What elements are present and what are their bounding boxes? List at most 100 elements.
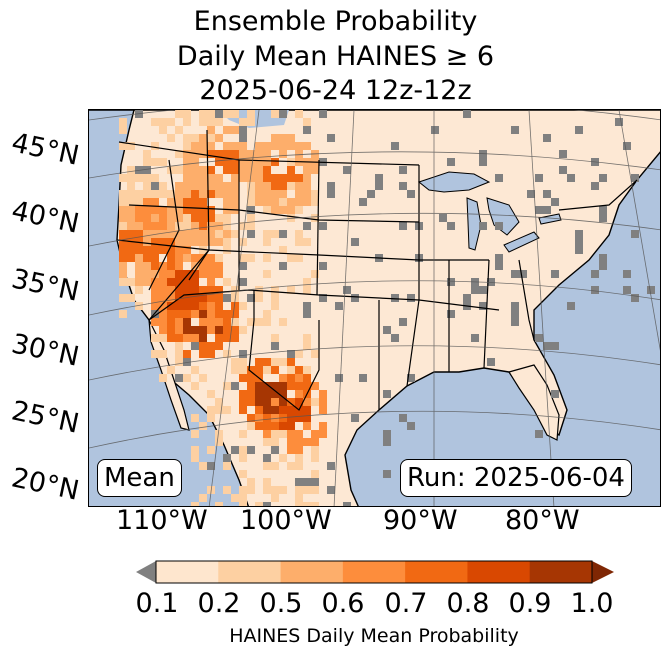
probability-cell xyxy=(183,334,191,342)
probability-cell xyxy=(119,214,127,222)
probability-cell xyxy=(191,430,199,438)
probability-cell xyxy=(223,278,231,286)
probability-cell xyxy=(207,110,215,118)
probability-cell xyxy=(191,502,199,506)
probability-cell xyxy=(135,190,143,198)
probability-cell xyxy=(279,398,287,406)
probability-cell xyxy=(287,414,295,422)
probability-cell xyxy=(271,390,279,398)
lat-label-30: 30°N xyxy=(8,328,82,373)
probability-cell xyxy=(303,334,311,342)
probability-cell xyxy=(151,118,159,126)
probability-cell xyxy=(287,254,295,262)
probability-cell xyxy=(207,406,215,414)
probability-cell xyxy=(159,190,167,198)
probability-cell xyxy=(223,182,231,190)
no-data-cell xyxy=(239,134,247,142)
probability-cell xyxy=(199,238,207,246)
probability-cell xyxy=(175,318,183,326)
probability-cell xyxy=(279,318,287,326)
probability-cell xyxy=(279,174,287,182)
probability-cell xyxy=(247,390,255,398)
no-data-cell xyxy=(575,238,583,246)
probability-cell xyxy=(151,198,159,206)
probability-cell xyxy=(223,310,231,318)
probability-cell xyxy=(119,270,127,278)
no-data-cell xyxy=(279,110,287,118)
no-data-cell xyxy=(279,230,287,238)
no-data-cell xyxy=(327,134,335,142)
probability-cell xyxy=(191,254,199,262)
probability-cell xyxy=(199,494,207,502)
probability-cell xyxy=(207,318,215,326)
no-data-cell xyxy=(599,262,607,270)
colorbar-segment xyxy=(529,561,593,583)
probability-cell xyxy=(223,326,231,334)
probability-cell xyxy=(143,262,151,270)
probability-cell xyxy=(175,182,183,190)
probability-cell xyxy=(271,206,279,214)
probability-cell xyxy=(207,326,215,334)
probability-cell xyxy=(151,158,159,166)
probability-cell xyxy=(175,350,183,358)
probability-cell xyxy=(303,422,311,430)
colorbar-label: HAINES Daily Mean Probability xyxy=(229,625,519,647)
probability-cell xyxy=(215,310,223,318)
probability-cell xyxy=(135,254,143,262)
probability-cell xyxy=(247,398,255,406)
probability-cell xyxy=(127,174,135,182)
probability-cell xyxy=(167,262,175,270)
no-data-cell xyxy=(399,318,407,326)
probability-cell xyxy=(263,198,271,206)
probability-cell xyxy=(239,326,247,334)
probability-cell xyxy=(303,238,311,246)
probability-cell xyxy=(167,246,175,254)
probability-cell xyxy=(183,278,191,286)
no-data-cell xyxy=(247,446,255,454)
probability-cell xyxy=(239,238,247,246)
probability-cell xyxy=(175,334,183,342)
probability-cell xyxy=(127,214,135,222)
state-borders xyxy=(116,129,638,411)
probability-cell xyxy=(215,398,223,406)
probability-cell xyxy=(303,174,311,182)
probability-cell xyxy=(223,190,231,198)
lake-michigan xyxy=(466,197,482,251)
probability-cell xyxy=(207,206,215,214)
probability-cell xyxy=(223,198,231,206)
probability-cell xyxy=(167,310,175,318)
probability-cell xyxy=(263,142,271,150)
probability-cell xyxy=(159,334,167,342)
probability-cell xyxy=(239,142,247,150)
probability-cell xyxy=(279,206,287,214)
probability-cell xyxy=(167,286,175,294)
title-line-2: Daily Mean HAINES ≥ 6 xyxy=(176,41,495,72)
probability-cell xyxy=(303,398,311,406)
probability-cell xyxy=(207,134,215,142)
probability-cell xyxy=(127,142,135,150)
probability-cell xyxy=(159,118,167,126)
probability-cell xyxy=(287,134,295,142)
probability-cell xyxy=(167,302,175,310)
probability-cell xyxy=(239,158,247,166)
probability-cell xyxy=(295,374,303,382)
probability-cell xyxy=(119,254,127,262)
probability-cell xyxy=(271,430,279,438)
probability-cell xyxy=(239,302,247,310)
no-data-cell xyxy=(543,206,551,214)
no-data-cell xyxy=(535,174,543,182)
probability-cell xyxy=(303,198,311,206)
probability-cell xyxy=(159,302,167,310)
probability-cell xyxy=(159,350,167,358)
probability-cell xyxy=(223,318,231,326)
probability-cell xyxy=(303,374,311,382)
no-data-cell xyxy=(567,174,575,182)
probability-cell xyxy=(159,182,167,190)
probability-cell xyxy=(303,414,311,422)
probability-cell xyxy=(119,310,127,318)
probability-cell xyxy=(239,222,247,230)
probability-cell xyxy=(127,206,135,214)
probability-cell xyxy=(175,126,183,134)
probability-cell xyxy=(271,438,279,446)
probability-cell xyxy=(183,174,191,182)
